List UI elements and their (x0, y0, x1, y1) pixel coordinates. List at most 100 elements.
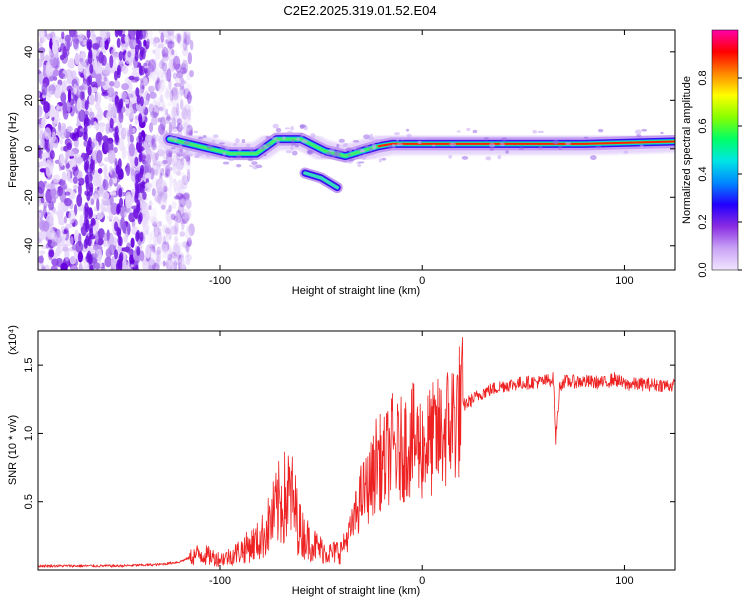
noise-blob (77, 251, 83, 263)
noise-blob (171, 201, 177, 210)
noise-blob (173, 256, 181, 262)
noise-blob (171, 94, 179, 107)
noise-blob (157, 193, 163, 205)
noise-blob (171, 154, 178, 167)
noise-blob (161, 244, 169, 254)
noise-blob (101, 78, 110, 91)
noise-blob (38, 71, 43, 85)
trace-speckle (590, 155, 597, 161)
noise-blob (159, 177, 164, 185)
noise-blob (122, 222, 127, 233)
noise-blob (38, 58, 43, 68)
noise-blob (148, 59, 157, 73)
noise-blob (51, 241, 57, 248)
noise-blob (61, 48, 70, 57)
noise-blob (62, 243, 69, 252)
noise-blob (95, 36, 103, 42)
noise-blob (78, 109, 86, 122)
noise-blob (129, 49, 135, 59)
trace-speckle (306, 149, 312, 154)
noise-blob (109, 55, 114, 69)
noise-streak (138, 212, 143, 223)
trace-speckle (282, 136, 286, 140)
noise-blob (160, 116, 164, 130)
noise-blob (185, 228, 192, 241)
noise-blob (143, 77, 148, 87)
trace-speckle (381, 157, 387, 161)
noise-blob (159, 197, 168, 210)
noise-streak (88, 75, 93, 86)
trace-speckle (485, 156, 492, 161)
noise-blob (59, 153, 65, 167)
noise-blob (155, 79, 160, 92)
noise-blob (181, 183, 188, 190)
noise-blob (168, 167, 173, 172)
trace-speckle (634, 129, 642, 135)
noise-blob (165, 164, 171, 177)
noise-blob (96, 150, 103, 164)
trace-speckle (220, 145, 226, 151)
noise-blob (50, 264, 58, 270)
noise-blob (151, 216, 159, 228)
noise-blob (130, 237, 135, 248)
noise-blob (76, 193, 83, 207)
noise-blob (184, 31, 191, 38)
noise-blob (165, 261, 169, 270)
noise-streak (114, 221, 119, 232)
trace-speckle (211, 139, 216, 145)
spectrogram-x-tick-label: -100 (209, 275, 231, 287)
noise-blob (78, 262, 83, 270)
noise-blob (39, 161, 47, 167)
trace-speckle (310, 133, 316, 138)
noise-blob (156, 178, 161, 187)
noise-blob (186, 212, 191, 221)
noise-blob (181, 59, 189, 74)
noise-blob (163, 69, 168, 76)
trace-speckle (301, 139, 309, 144)
noise-blob (109, 118, 114, 129)
noise-blob (153, 224, 160, 238)
noise-blob (152, 62, 159, 74)
noise-blob (151, 134, 157, 148)
noise-blob (147, 231, 153, 244)
noise-blob (161, 204, 166, 210)
noise-blob (71, 244, 79, 251)
noise-blob (162, 48, 166, 57)
noise-blob (168, 246, 173, 260)
trace-speckle (345, 147, 352, 152)
noise-blob (77, 177, 85, 186)
noise-blob (183, 192, 191, 201)
noise-blob (68, 30, 76, 38)
noise-blob (72, 184, 79, 190)
noise-blob (158, 106, 164, 111)
noise-blob (106, 86, 115, 98)
noise-blob (162, 260, 166, 267)
noise-blob (102, 191, 110, 201)
trace-speckle (456, 130, 461, 133)
trace-speckle (497, 154, 502, 160)
noise-blob (185, 241, 190, 253)
trace-speckle (170, 147, 176, 150)
noise-blob (145, 144, 150, 155)
noise-blob (151, 70, 160, 82)
noise-blob (64, 158, 68, 165)
trace-speckle (185, 148, 190, 153)
noise-streak (138, 135, 143, 146)
trace-speckle (224, 146, 231, 151)
trace-speckle (558, 146, 563, 150)
noise-blob (165, 117, 171, 125)
trace-speckle (363, 134, 371, 140)
colorbar-label: Normalized spectral amplitude (681, 76, 693, 224)
noise-blob (165, 71, 169, 82)
trace-speckle (241, 139, 246, 144)
trace-speckle (360, 148, 365, 153)
noise-streak (119, 98, 124, 109)
noise-blob (157, 79, 164, 84)
noise-blob (184, 116, 191, 128)
noise-blob (161, 38, 167, 48)
trace-speckle (505, 150, 509, 154)
snr-y-multiplier: (x10⁴) (7, 325, 19, 355)
trace-speckle (265, 136, 270, 139)
trace-speckle (449, 142, 457, 147)
noise-streak (135, 87, 140, 98)
